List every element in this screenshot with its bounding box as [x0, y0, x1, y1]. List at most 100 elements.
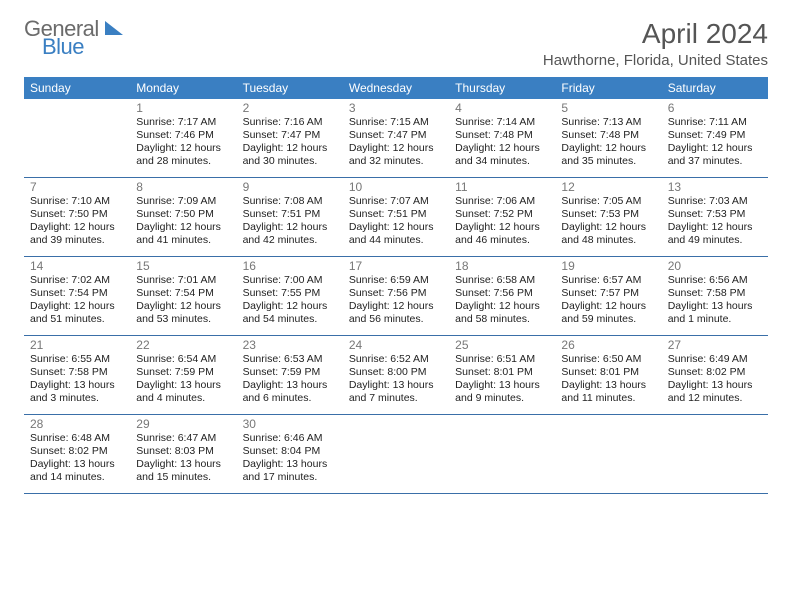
day-line-ss: Sunset: 7:52 PM	[455, 208, 549, 221]
day-line-ss: Sunset: 8:04 PM	[243, 445, 337, 458]
day-line-d1: Daylight: 13 hours	[136, 379, 230, 392]
day-line-sr: Sunrise: 6:54 AM	[136, 353, 230, 366]
day-line-sr: Sunrise: 6:51 AM	[455, 353, 549, 366]
day-line-d1: Daylight: 12 hours	[243, 221, 337, 234]
day-cell: 12Sunrise: 7:05 AMSunset: 7:53 PMDayligh…	[555, 178, 661, 256]
dow-monday: Monday	[130, 77, 236, 99]
day-cell	[555, 415, 661, 493]
day-line-d2: and 39 minutes.	[30, 234, 124, 247]
day-line-d1: Daylight: 12 hours	[136, 300, 230, 313]
day-line-sr: Sunrise: 6:52 AM	[349, 353, 443, 366]
brand-logo: General Blue	[24, 18, 123, 58]
day-line-d2: and 32 minutes.	[349, 155, 443, 168]
day-number: 11	[455, 180, 549, 194]
day-line-sr: Sunrise: 7:01 AM	[136, 274, 230, 287]
day-cell: 27Sunrise: 6:49 AMSunset: 8:02 PMDayligh…	[662, 336, 768, 414]
day-line-d2: and 54 minutes.	[243, 313, 337, 326]
day-line-ss: Sunset: 7:50 PM	[30, 208, 124, 221]
day-cell	[662, 415, 768, 493]
dow-wednesday: Wednesday	[343, 77, 449, 99]
day-line-d1: Daylight: 12 hours	[561, 221, 655, 234]
day-line-sr: Sunrise: 7:00 AM	[243, 274, 337, 287]
day-cell: 11Sunrise: 7:06 AMSunset: 7:52 PMDayligh…	[449, 178, 555, 256]
day-line-d2: and 35 minutes.	[561, 155, 655, 168]
day-line-ss: Sunset: 7:47 PM	[349, 129, 443, 142]
day-line-d2: and 28 minutes.	[136, 155, 230, 168]
day-line-ss: Sunset: 8:01 PM	[455, 366, 549, 379]
day-line-ss: Sunset: 7:56 PM	[349, 287, 443, 300]
day-number: 24	[349, 338, 443, 352]
day-number: 3	[349, 101, 443, 115]
title-block: April 2024 Hawthorne, Florida, United St…	[543, 18, 768, 69]
day-line-d2: and 42 minutes.	[243, 234, 337, 247]
day-cell: 1Sunrise: 7:17 AMSunset: 7:46 PMDaylight…	[130, 99, 236, 177]
week-row: 1Sunrise: 7:17 AMSunset: 7:46 PMDaylight…	[24, 99, 768, 178]
day-line-d1: Daylight: 13 hours	[243, 458, 337, 471]
day-line-d2: and 59 minutes.	[561, 313, 655, 326]
calendar: Sunday Monday Tuesday Wednesday Thursday…	[24, 77, 768, 494]
day-line-ss: Sunset: 7:51 PM	[349, 208, 443, 221]
day-line-ss: Sunset: 7:53 PM	[668, 208, 762, 221]
day-number: 28	[30, 417, 124, 431]
day-line-sr: Sunrise: 7:06 AM	[455, 195, 549, 208]
dow-thursday: Thursday	[449, 77, 555, 99]
brand-part2: Blue	[42, 36, 123, 58]
day-number: 9	[243, 180, 337, 194]
location-text: Hawthorne, Florida, United States	[543, 52, 768, 69]
day-line-d1: Daylight: 12 hours	[136, 221, 230, 234]
day-line-ss: Sunset: 7:49 PM	[668, 129, 762, 142]
dow-saturday: Saturday	[662, 77, 768, 99]
day-line-ss: Sunset: 8:02 PM	[30, 445, 124, 458]
day-line-d1: Daylight: 12 hours	[455, 300, 549, 313]
day-line-ss: Sunset: 7:59 PM	[136, 366, 230, 379]
day-line-ss: Sunset: 8:03 PM	[136, 445, 230, 458]
day-line-d1: Daylight: 12 hours	[668, 221, 762, 234]
day-line-d1: Daylight: 13 hours	[243, 379, 337, 392]
day-number: 19	[561, 259, 655, 273]
day-line-sr: Sunrise: 7:13 AM	[561, 116, 655, 129]
day-cell	[24, 99, 130, 177]
day-line-d1: Daylight: 13 hours	[455, 379, 549, 392]
day-cell: 25Sunrise: 6:51 AMSunset: 8:01 PMDayligh…	[449, 336, 555, 414]
day-line-d1: Daylight: 12 hours	[349, 221, 443, 234]
day-line-d2: and 30 minutes.	[243, 155, 337, 168]
day-line-sr: Sunrise: 7:08 AM	[243, 195, 337, 208]
day-line-sr: Sunrise: 7:07 AM	[349, 195, 443, 208]
day-cell: 30Sunrise: 6:46 AMSunset: 8:04 PMDayligh…	[237, 415, 343, 493]
dow-header-row: Sunday Monday Tuesday Wednesday Thursday…	[24, 77, 768, 99]
day-line-d2: and 53 minutes.	[136, 313, 230, 326]
day-cell: 22Sunrise: 6:54 AMSunset: 7:59 PMDayligh…	[130, 336, 236, 414]
day-line-d2: and 4 minutes.	[136, 392, 230, 405]
dow-friday: Friday	[555, 77, 661, 99]
week-row: 28Sunrise: 6:48 AMSunset: 8:02 PMDayligh…	[24, 415, 768, 494]
day-cell: 2Sunrise: 7:16 AMSunset: 7:47 PMDaylight…	[237, 99, 343, 177]
day-line-d1: Daylight: 12 hours	[349, 300, 443, 313]
day-number: 7	[30, 180, 124, 194]
day-cell: 9Sunrise: 7:08 AMSunset: 7:51 PMDaylight…	[237, 178, 343, 256]
day-line-ss: Sunset: 7:54 PM	[30, 287, 124, 300]
day-line-sr: Sunrise: 6:53 AM	[243, 353, 337, 366]
day-cell: 14Sunrise: 7:02 AMSunset: 7:54 PMDayligh…	[24, 257, 130, 335]
day-line-ss: Sunset: 7:50 PM	[136, 208, 230, 221]
day-line-d1: Daylight: 12 hours	[243, 300, 337, 313]
day-line-d1: Daylight: 12 hours	[136, 142, 230, 155]
day-number: 6	[668, 101, 762, 115]
day-line-d2: and 51 minutes.	[30, 313, 124, 326]
day-line-d2: and 1 minute.	[668, 313, 762, 326]
day-number: 25	[455, 338, 549, 352]
day-line-d1: Daylight: 12 hours	[30, 221, 124, 234]
day-line-ss: Sunset: 7:58 PM	[30, 366, 124, 379]
day-line-ss: Sunset: 7:57 PM	[561, 287, 655, 300]
day-number: 27	[668, 338, 762, 352]
day-line-d1: Daylight: 12 hours	[561, 300, 655, 313]
day-line-d2: and 48 minutes.	[561, 234, 655, 247]
day-line-sr: Sunrise: 7:09 AM	[136, 195, 230, 208]
week-row: 21Sunrise: 6:55 AMSunset: 7:58 PMDayligh…	[24, 336, 768, 415]
day-line-ss: Sunset: 8:00 PM	[349, 366, 443, 379]
day-line-ss: Sunset: 7:53 PM	[561, 208, 655, 221]
day-line-ss: Sunset: 7:58 PM	[668, 287, 762, 300]
day-line-ss: Sunset: 7:54 PM	[136, 287, 230, 300]
dow-tuesday: Tuesday	[237, 77, 343, 99]
day-number: 1	[136, 101, 230, 115]
day-number: 26	[561, 338, 655, 352]
